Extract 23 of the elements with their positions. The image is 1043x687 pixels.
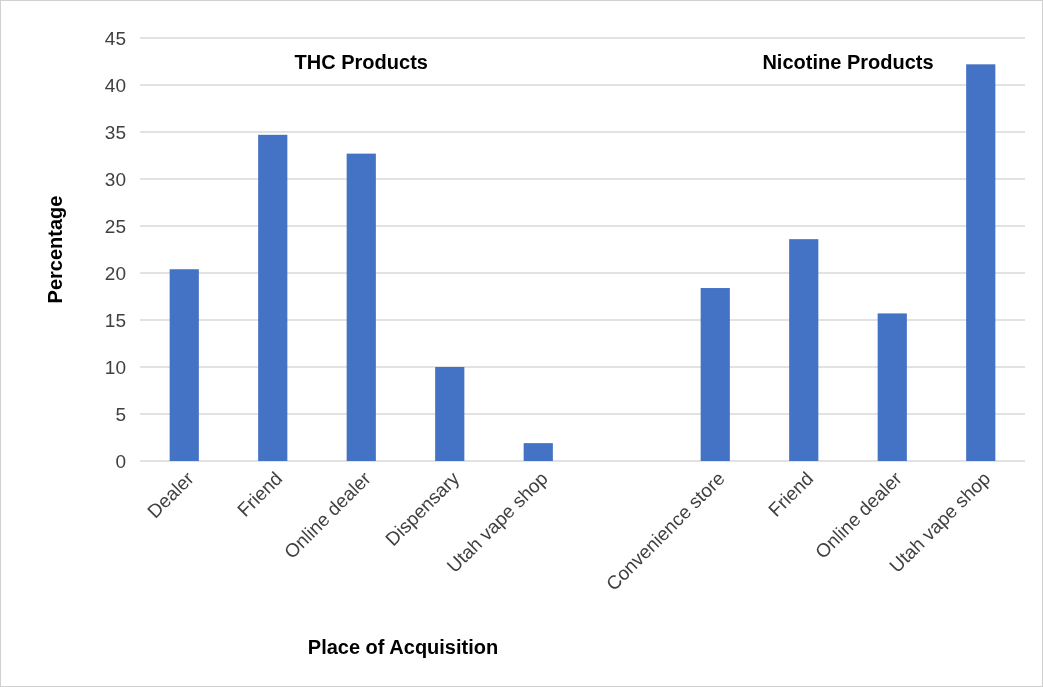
annotation: Nicotine Products (762, 51, 934, 73)
x-axis-title: Place of Acquisition (307, 636, 499, 658)
bar (435, 367, 465, 461)
y-tick-label: 30 (104, 168, 126, 190)
y-tick-label: 20 (104, 262, 126, 284)
bar (700, 288, 730, 461)
y-axis-title: Percentage (44, 195, 66, 304)
y-tick-label: 5 (115, 403, 126, 425)
bar (169, 269, 199, 461)
y-tick-label: 45 (104, 27, 126, 49)
bar (966, 64, 996, 461)
y-tick-label: 35 (104, 121, 126, 143)
y-tick-label: 40 (104, 74, 126, 96)
bar (258, 134, 288, 461)
y-tick-label: 0 (115, 450, 126, 472)
bar (877, 313, 907, 461)
bar (789, 239, 819, 461)
y-tick-label: 10 (104, 356, 126, 378)
y-tick-label: 15 (104, 309, 126, 331)
y-tick-label: 25 (104, 215, 126, 237)
bar (523, 443, 553, 461)
annotation: THC Products (294, 51, 428, 73)
bar (346, 153, 376, 461)
